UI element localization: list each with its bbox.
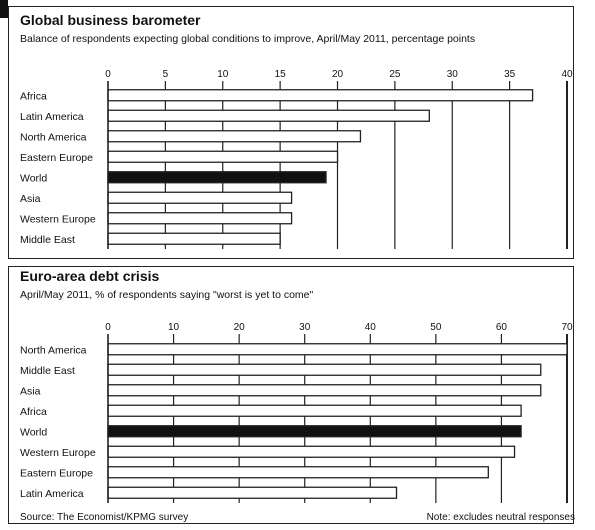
bar [107,486,398,499]
x-tick-label: 50 [430,322,442,333]
x-tick-label: 10 [217,69,229,80]
category-label: Western Europe [20,447,96,459]
bar [107,425,522,438]
category-label: Eastern Europe [20,152,93,164]
x-tick-label: 30 [447,69,459,80]
source-note: Source: The Economist/KPMG survey [20,512,189,523]
x-tick-label: 60 [496,322,508,333]
category-label: Africa [20,90,47,102]
footnote: Note: excludes neutral responses [426,512,575,523]
chart-subtitle-2: April/May 2011, % of respondents saying … [20,289,314,301]
category-label: Asia [20,193,41,205]
category-label: Asia [20,385,41,397]
corner-marker [0,0,8,18]
category-label: Latin America [20,111,84,123]
category-label: Latin America [20,488,84,500]
bar [107,384,542,397]
category-label: Africa [20,406,47,418]
category-label: Middle East [20,234,75,246]
x-tick-label: 40 [561,69,573,80]
x-tick-label: 35 [504,69,516,80]
category-label: North America [20,131,87,143]
chart-title-1: Global business barometer [20,12,201,28]
chart-subtitle-1: Balance of respondents expecting global … [20,33,476,45]
bar [107,445,516,458]
category-label: Eastern Europe [20,467,93,479]
x-tick-label: 15 [275,69,287,80]
chart-1: 0 5 10 15 20 25 30 35 40 Africa Latin America North… [20,69,573,249]
x-tick-label: 25 [389,69,401,80]
category-label: Western Europe [20,213,96,225]
x-tick-label: 5 [163,69,169,80]
bar [107,343,568,356]
chart-panel-2 [8,266,574,524]
category-label: World [20,426,47,438]
x-tick-label: 70 [561,322,573,333]
x-tick-label: 0 [105,322,111,333]
category-label: North America [20,344,87,356]
x-tick-label: 20 [234,322,246,333]
x-tick-label: 30 [299,322,311,333]
x-tick-label: 20 [332,69,344,80]
category-label: Middle East [20,365,75,377]
x-tick-label: 10 [168,322,180,333]
x-tick-label: 40 [365,322,377,333]
bar [107,404,522,417]
x-tick-label: 0 [105,69,111,80]
bar [107,466,489,479]
category-label: World [20,172,47,184]
chart-panel-1 [8,6,574,259]
chart-title-2: Euro-area debt crisis [20,268,160,284]
bar [107,363,542,376]
